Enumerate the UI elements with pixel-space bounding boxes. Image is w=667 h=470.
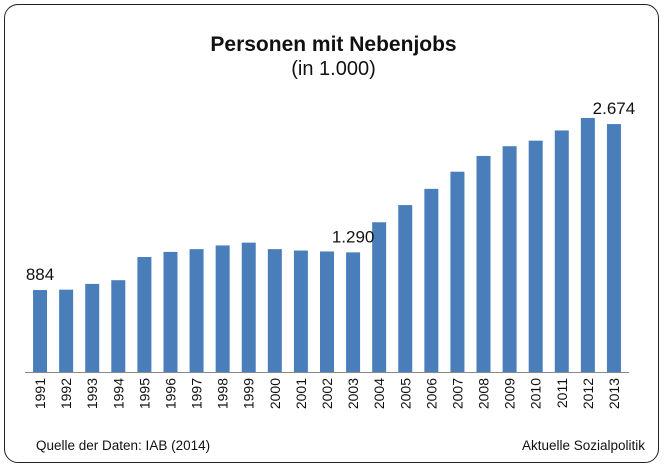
chart-subtitle: (in 1.000)	[291, 58, 376, 80]
x-tick-label-2010: 2010	[528, 378, 544, 409]
source-note: Quelle der Daten: IAB (2014)	[36, 438, 211, 453]
bar-2005	[398, 205, 413, 372]
bars-group	[33, 117, 621, 373]
bar-2000	[267, 249, 282, 372]
x-tick-label-1994: 1994	[110, 378, 126, 409]
x-tick-label-1995: 1995	[136, 378, 152, 409]
bar-2008	[476, 155, 491, 372]
bar-1999	[241, 242, 256, 372]
x-tick-label-2000: 2000	[267, 378, 283, 409]
x-tick-label-1997: 1997	[189, 378, 205, 409]
bar-2002	[320, 251, 334, 372]
bar-2011	[554, 130, 569, 372]
bar-1993	[85, 283, 100, 372]
x-tick-label-1991: 1991	[32, 378, 48, 409]
bar-1998	[215, 245, 230, 372]
x-tick-label-2005: 2005	[397, 378, 413, 409]
x-tick-label-2009: 2009	[502, 378, 518, 409]
data-label-2013: 2.674	[593, 99, 636, 118]
x-tick-label-1999: 1999	[241, 378, 257, 409]
publisher-label: Aktuelle Sozialpolitik	[521, 438, 645, 453]
bar-1992	[59, 289, 74, 372]
x-tick-label-2004: 2004	[371, 378, 387, 409]
bar-1996	[163, 251, 178, 372]
bar-2007	[450, 171, 465, 372]
x-tick-label-2007: 2007	[449, 378, 465, 409]
bar-1991	[33, 290, 48, 372]
x-tick-label-2001: 2001	[293, 378, 309, 409]
x-tick-label-1992: 1992	[58, 378, 74, 409]
x-tick-label-2002: 2002	[319, 378, 335, 409]
x-tick-label-2003: 2003	[345, 378, 361, 409]
x-tick-label-1998: 1998	[215, 378, 231, 409]
x-tick-label-2006: 2006	[423, 378, 439, 409]
data-label-1991: 884	[26, 265, 54, 284]
bar-2006	[424, 188, 439, 372]
x-tick-label-2008: 2008	[476, 378, 492, 409]
x-tick-label-1996: 1996	[162, 378, 178, 409]
bar-2003	[346, 252, 361, 372]
bar-1995	[137, 257, 152, 372]
bar-1994	[111, 280, 126, 372]
x-tick-label-2012: 2012	[580, 378, 596, 409]
chart-title: Personen mit Nebenjobs	[210, 33, 457, 56]
bar-2001	[293, 250, 308, 372]
x-tick-labels: 1991 1992 1993 1994 1995 1996 1997 1998 1999 2000…	[32, 378, 622, 409]
bar-2012	[580, 117, 595, 373]
bar-2010	[528, 140, 543, 372]
bar-2004	[372, 222, 387, 372]
bar-2009	[502, 146, 517, 372]
bar-2013	[606, 124, 621, 372]
bar-1997	[189, 249, 204, 372]
data-label-2003: 1.290	[332, 227, 375, 246]
x-tick-label-1993: 1993	[84, 378, 100, 409]
data-labels: 884 1.290 2.674	[26, 99, 635, 284]
x-tick-label-2013: 2013	[606, 378, 622, 409]
chart-frame	[4, 4, 659, 463]
x-tick-label-2011: 2011	[554, 378, 570, 408]
